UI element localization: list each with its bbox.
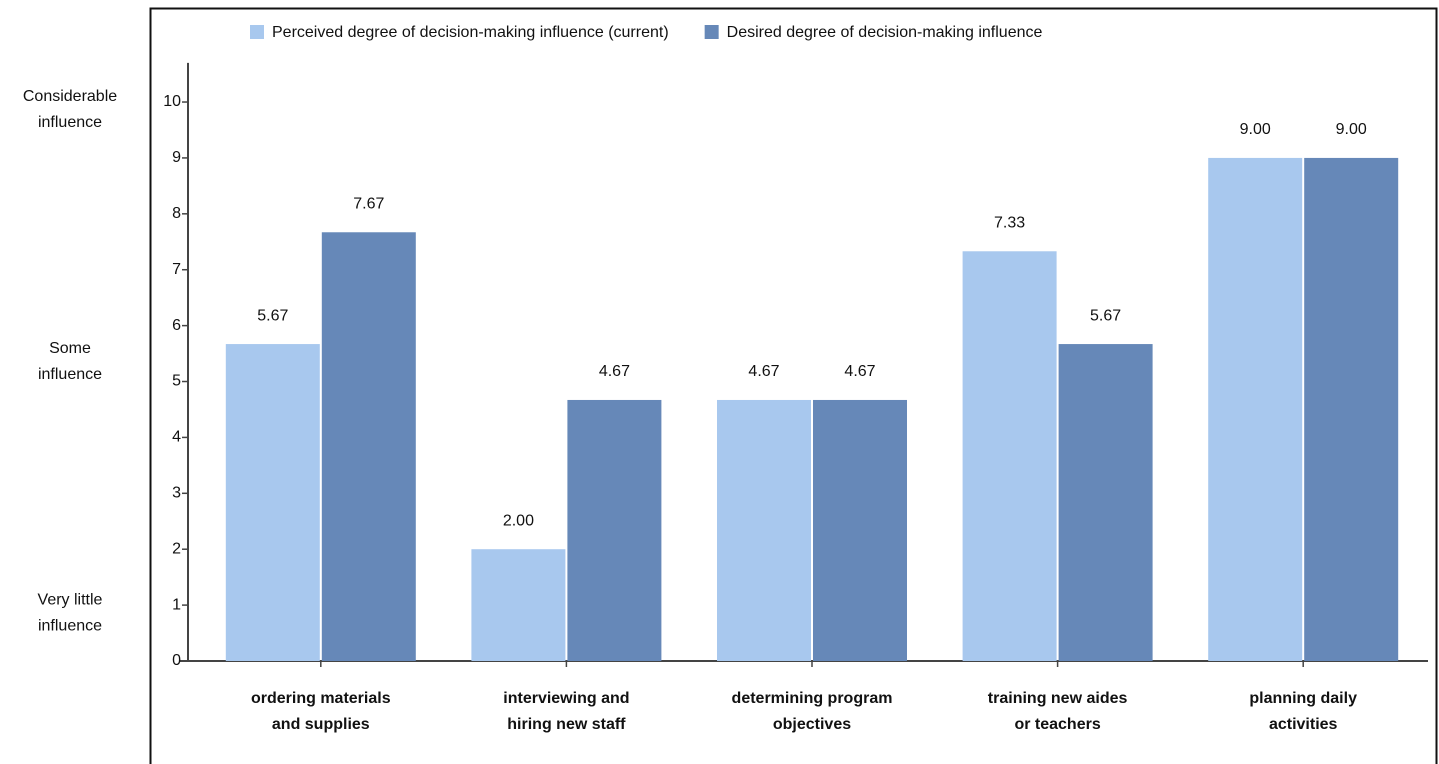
legend-swatch [250,25,264,39]
bar [225,344,320,661]
y-tick-label: 0 [172,652,181,669]
value-label: 2.00 [503,512,534,529]
y-tick-label: 5 [172,373,181,390]
x-tick-label: objectives [773,716,851,733]
y-tick-label: 1 [172,596,181,613]
x-tick-label: activities [1269,716,1338,733]
value-label: 4.67 [748,363,779,380]
bar [717,399,811,661]
x-tick-label: or teachers [1014,716,1100,733]
y-tick-label: 6 [172,317,181,334]
y-tick-label: 4 [172,429,181,446]
value-label: 9.00 [1240,121,1271,138]
y-tick-label: 9 [172,149,181,166]
x-tick-label: planning daily [1249,690,1357,707]
y-tick-label: 2 [172,540,181,557]
y-tick-label: 7 [172,261,181,278]
x-tick-label: and supplies [272,716,370,733]
x-tick-label: training new aides [988,690,1128,707]
x-tick-label: determining program [732,690,893,707]
value-label: 4.67 [599,363,630,380]
y-annotation: Some [49,340,91,357]
value-label: 5.67 [1090,307,1121,324]
legend-swatch [704,25,719,39]
bar [321,232,416,662]
y-annotation: Very little [38,591,103,608]
bar [1058,344,1153,661]
y-annotation: influence [38,617,102,634]
y-tick-label: 8 [172,205,181,222]
x-tick-label: interviewing and [503,690,629,707]
bar [567,399,662,661]
value-label: 4.67 [844,363,875,380]
bar [962,251,1057,661]
y-annotation: influence [38,114,102,131]
x-tick-label: hiring new staff [507,716,626,733]
bar [813,399,907,661]
value-label: 5.67 [257,307,288,324]
legend-label: Perceived degree of decision-making infl… [272,24,669,41]
y-tick-label: 10 [163,93,181,110]
y-annotation: influence [38,366,102,383]
y-tick-label: 3 [172,485,181,502]
x-tick-label: ordering materials [251,690,391,707]
value-label: 9.00 [1336,121,1367,138]
bar [1304,157,1399,661]
legend-label: Desired degree of decision-making influe… [727,24,1043,41]
value-label: 7.67 [353,195,384,212]
bar [471,549,566,661]
y-annotation: Considerable [23,88,117,105]
value-label: 7.33 [994,214,1025,231]
bar [1208,157,1303,661]
chart-border [149,7,1438,764]
